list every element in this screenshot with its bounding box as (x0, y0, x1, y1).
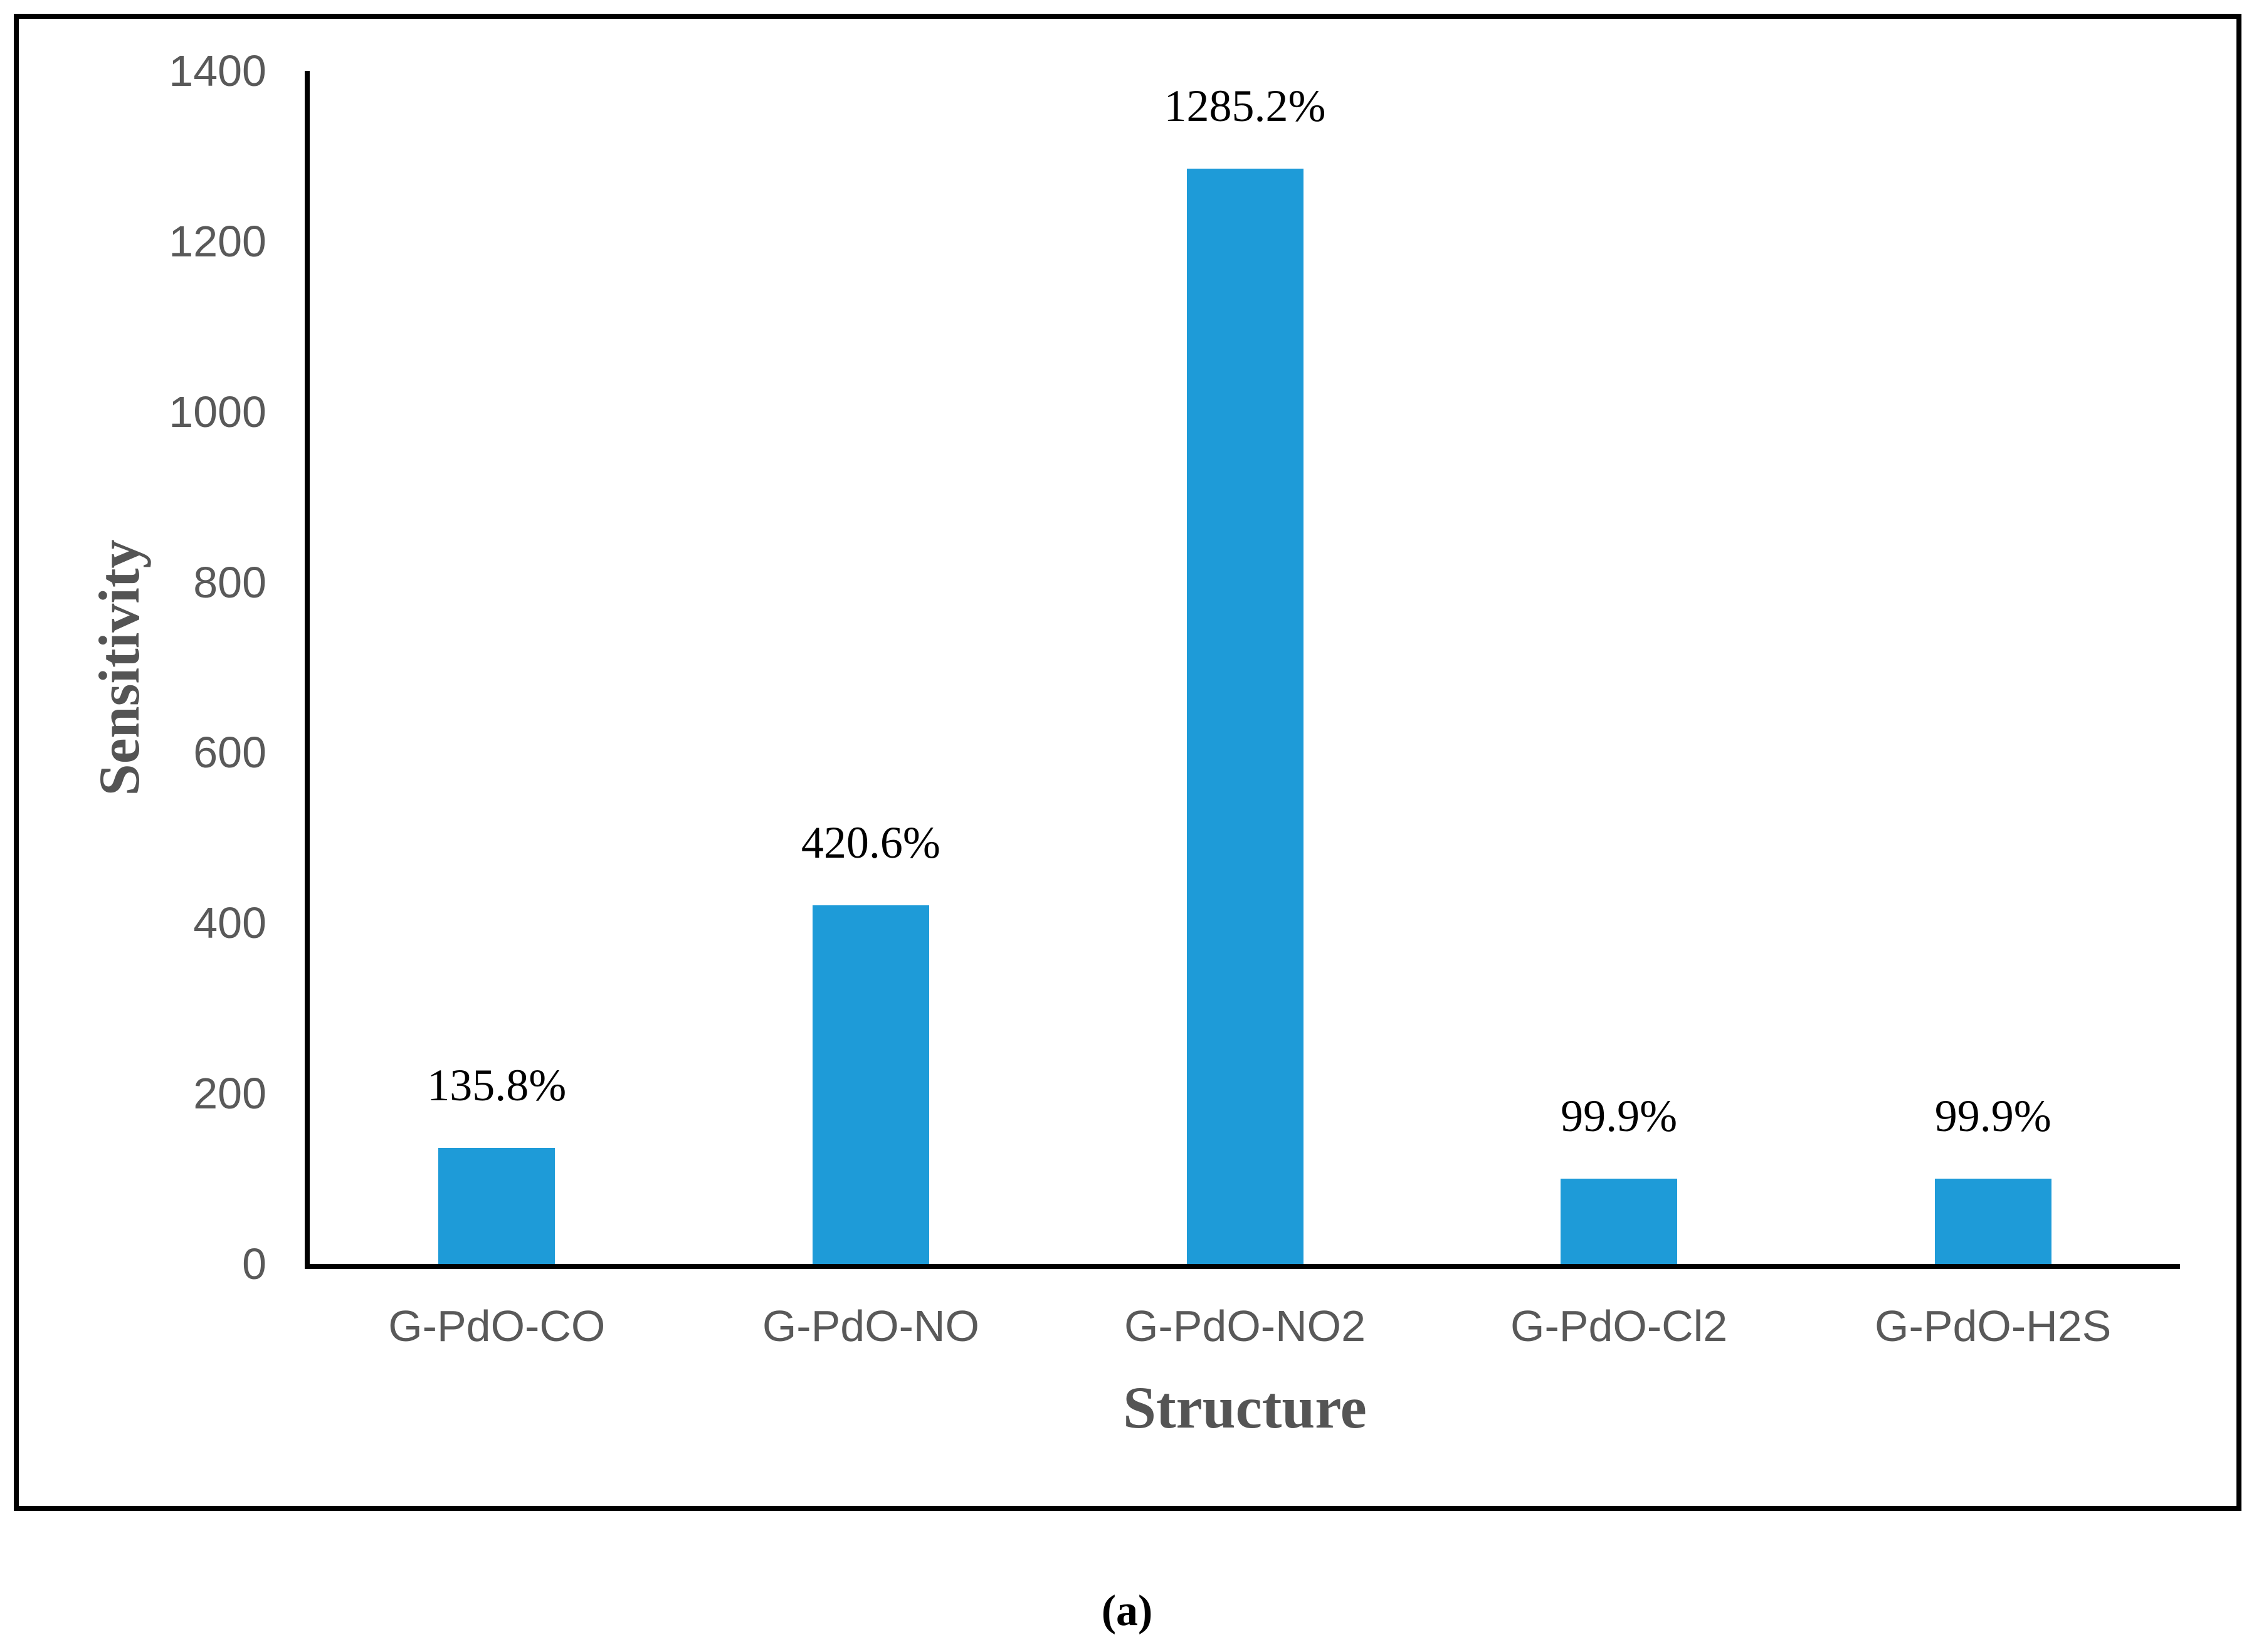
x-category-label: G-PdO-H2S (1875, 1302, 2112, 1350)
bar (1561, 1179, 1678, 1264)
y-tick-label: 200 (193, 1069, 266, 1118)
bar (1934, 1179, 2051, 1264)
x-axis-line (305, 1264, 2180, 1269)
y-tick-label: 1000 (169, 387, 266, 436)
y-tick-label: 600 (193, 728, 266, 777)
bar-value-label: 99.9% (1934, 1091, 2051, 1142)
x-category-label: G-PdO-Cl2 (1510, 1302, 1728, 1350)
x-category-label: G-PdO-CO (388, 1302, 606, 1350)
x-axis-category-labels: G-PdO-CO G-PdO-NO G-PdO-NO2 G-PdO-Cl2 G-PdO-… (19, 19, 2236, 1506)
y-tick-label: 800 (193, 557, 266, 607)
bar-value-label: 135.8% (427, 1060, 567, 1111)
bar (438, 1148, 556, 1264)
x-category-label: G-PdO-NO2 (1124, 1302, 1366, 1350)
y-tick-label: 1400 (169, 46, 266, 95)
x-category-label: G-PdO-NO (762, 1302, 979, 1350)
bar (812, 905, 929, 1264)
x-axis-title: Structure (1123, 1374, 1367, 1441)
bar (1186, 169, 1303, 1264)
figure-caption: (a) (1101, 1587, 1153, 1635)
plot-area: 135.8% 420.6% 1285.2% 99.9% 99.9% (310, 71, 2180, 1264)
y-tick-label: 1200 (169, 216, 266, 266)
y-axis-line (305, 71, 310, 1269)
bar-value-label: 99.9% (1561, 1091, 1678, 1142)
y-tick-label: 0 (242, 1239, 266, 1288)
chart-area: Sensitivity 0 200 400 600 800 1000 1200 1400 13… (14, 14, 2241, 1511)
bar-value-label: 1285.2% (1164, 81, 1326, 132)
y-tick-label: 400 (193, 898, 266, 948)
bar-value-label: 420.6% (801, 818, 940, 868)
y-axis-tick-labels: 0 200 400 600 800 1000 1200 1400 (19, 19, 2236, 1506)
